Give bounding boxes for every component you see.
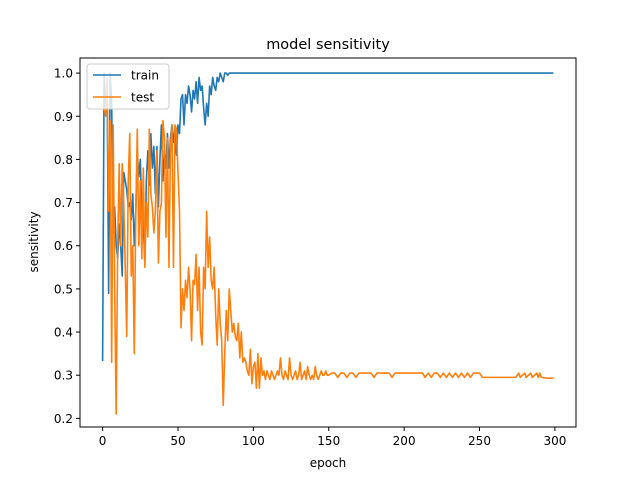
x-tick-label: 200 bbox=[393, 434, 416, 448]
y-axis: 0.2 0.3 0.4 0.5 0.6 0.7 0.8 0.9 1.0 bbox=[54, 67, 80, 426]
x-axis-label: epoch bbox=[310, 456, 347, 470]
chart-title: model sensitivity bbox=[266, 37, 390, 53]
x-tick-label: 150 bbox=[317, 434, 340, 448]
axes-frame bbox=[79, 57, 577, 428]
legend-label-test: test bbox=[131, 91, 154, 105]
x-tick-label: 300 bbox=[543, 434, 566, 448]
x-tick-label: 0 bbox=[99, 434, 107, 448]
legend: train test bbox=[86, 63, 170, 110]
x-tick-label: 50 bbox=[170, 434, 185, 448]
plot-area bbox=[101, 72, 554, 415]
y-tick-label: 0.6 bbox=[54, 239, 73, 253]
y-axis-label: sensitivity bbox=[27, 211, 41, 272]
y-tick-label: 1.0 bbox=[54, 67, 73, 81]
x-tick-label: 100 bbox=[242, 434, 265, 448]
y-tick-label: 0.3 bbox=[54, 369, 73, 383]
y-tick-label: 0.5 bbox=[54, 282, 73, 296]
x-axis: 0 50 100 150 200 250 300 bbox=[99, 427, 566, 448]
y-tick-label: 0.8 bbox=[54, 153, 73, 167]
series-layer bbox=[101, 72, 554, 415]
legend-label-train: train bbox=[131, 69, 159, 83]
y-tick-label: 0.9 bbox=[54, 110, 73, 124]
series-line-test bbox=[103, 76, 554, 415]
y-tick-label: 0.7 bbox=[54, 196, 73, 210]
y-tick-label: 0.2 bbox=[54, 412, 73, 426]
y-tick-label: 0.4 bbox=[54, 326, 73, 340]
x-tick-label: 250 bbox=[468, 434, 491, 448]
